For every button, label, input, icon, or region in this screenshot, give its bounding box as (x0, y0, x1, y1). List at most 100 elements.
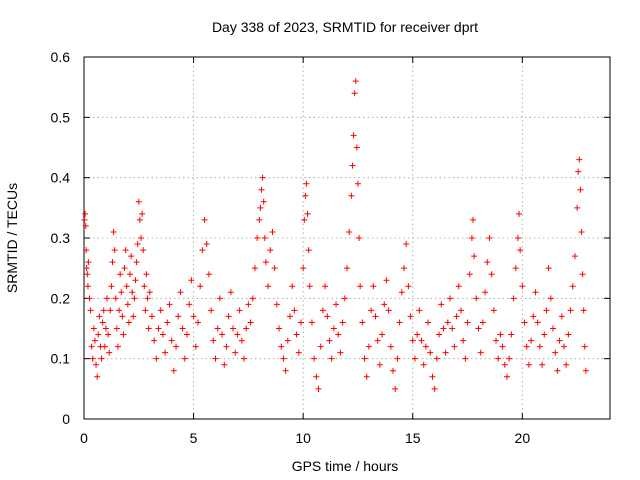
data-point-marker (282, 367, 289, 374)
data-point-marker (372, 313, 379, 320)
data-point-marker (581, 343, 588, 350)
data-point-marker (278, 343, 285, 350)
data-point-marker (305, 247, 312, 254)
data-point-marker (490, 307, 497, 314)
data-point-marker (457, 307, 464, 314)
data-point-marker (560, 343, 567, 350)
data-point-marker (308, 319, 315, 326)
data-point-marker (194, 319, 201, 326)
data-point-marker (497, 331, 504, 338)
data-point-marker (216, 295, 223, 302)
y-tick-label: 0.6 (51, 49, 71, 65)
data-point-marker (221, 361, 228, 368)
data-point-marker (337, 349, 344, 356)
data-point-marker (453, 313, 460, 320)
data-point-marker (396, 319, 403, 326)
data-point-marker (95, 331, 102, 338)
data-point-marker (100, 307, 107, 314)
data-point-marker (112, 295, 119, 302)
data-point-marker (525, 361, 532, 368)
data-point-marker (151, 337, 158, 344)
data-point-marker (470, 216, 477, 223)
data-point-marker (556, 337, 563, 344)
data-point-marker (409, 337, 416, 344)
data-point-marker (579, 271, 586, 278)
data-point-marker (516, 210, 523, 217)
y-tick-label: 0.1 (51, 351, 71, 367)
data-point-marker (493, 337, 500, 344)
data-point-marker (243, 325, 250, 332)
data-point-marker (392, 385, 399, 392)
data-point-marker (166, 301, 173, 308)
data-point-marker (125, 319, 132, 326)
data-point-marker (258, 186, 265, 193)
data-point-marker (129, 289, 136, 296)
data-point-marker (571, 253, 578, 260)
data-point-marker (82, 210, 89, 217)
data-point-marker (168, 337, 175, 344)
data-point-marker (111, 247, 118, 254)
data-point-marker (179, 325, 186, 332)
data-point-marker (124, 301, 131, 308)
data-point-marker (567, 307, 574, 314)
data-point-marker (105, 331, 112, 338)
data-point-marker (335, 331, 342, 338)
data-point-marker (208, 307, 215, 314)
data-point-marker (565, 331, 572, 338)
data-point-marker (341, 295, 348, 302)
data-point-marker (238, 337, 245, 344)
data-point-marker (134, 241, 141, 248)
data-point-marker (94, 373, 101, 380)
data-point-marker (110, 228, 117, 235)
data-point-marker (563, 361, 570, 368)
data-point-marker (471, 253, 478, 260)
data-point-marker (534, 319, 541, 326)
data-point-marker (356, 235, 363, 241)
data-point-marker (144, 295, 151, 302)
data-point-marker (301, 216, 308, 223)
data-point-marker (418, 337, 425, 344)
data-point-marker (574, 204, 581, 211)
data-point-marker (122, 247, 129, 254)
data-point-marker (576, 156, 583, 163)
data-point-marker (135, 198, 142, 205)
data-point-marker (486, 235, 493, 241)
data-point-marker (186, 301, 193, 308)
data-point-marker (181, 355, 188, 362)
data-point-marker (141, 283, 148, 290)
data-point-marker (468, 235, 475, 241)
data-point-marker (300, 265, 307, 272)
axis-ticks: 0 0.1 0.2 0.3 0.4 0.5 0.6 0 5 10 15 20 (51, 49, 610, 446)
data-point-marker (85, 259, 92, 266)
data-point-marker (287, 313, 294, 320)
x-tick-label: 20 (515, 430, 531, 446)
data-point-marker (108, 283, 115, 290)
data-point-marker (269, 228, 276, 235)
data-point-marker (444, 319, 451, 326)
data-point-marker (251, 265, 258, 272)
data-point-marker (429, 373, 436, 380)
y-tick-label: 0.5 (51, 109, 71, 125)
x-tick-label: 10 (295, 430, 311, 446)
data-point-marker (582, 367, 589, 374)
data-point-marker (501, 361, 508, 368)
y-axis-label: SRMTID / TECUs (4, 183, 20, 293)
data-point-marker (558, 313, 565, 320)
data-point-marker (84, 283, 91, 290)
data-point-marker (236, 307, 243, 314)
data-point-marker (569, 283, 576, 290)
data-point-marker (148, 313, 155, 320)
data-point-marker (260, 198, 267, 205)
data-point-marker (143, 271, 150, 278)
data-point-marker (403, 241, 410, 248)
data-point-marker (291, 307, 298, 314)
data-point-marker (295, 349, 302, 356)
data-point-marker (256, 216, 263, 223)
data-point-marker (93, 361, 100, 368)
data-point-marker (88, 343, 95, 350)
data-point-marker (580, 307, 587, 314)
x-tick-label: 5 (190, 430, 198, 446)
data-point-marker (137, 235, 144, 241)
y-tick-label: 0 (62, 411, 70, 427)
